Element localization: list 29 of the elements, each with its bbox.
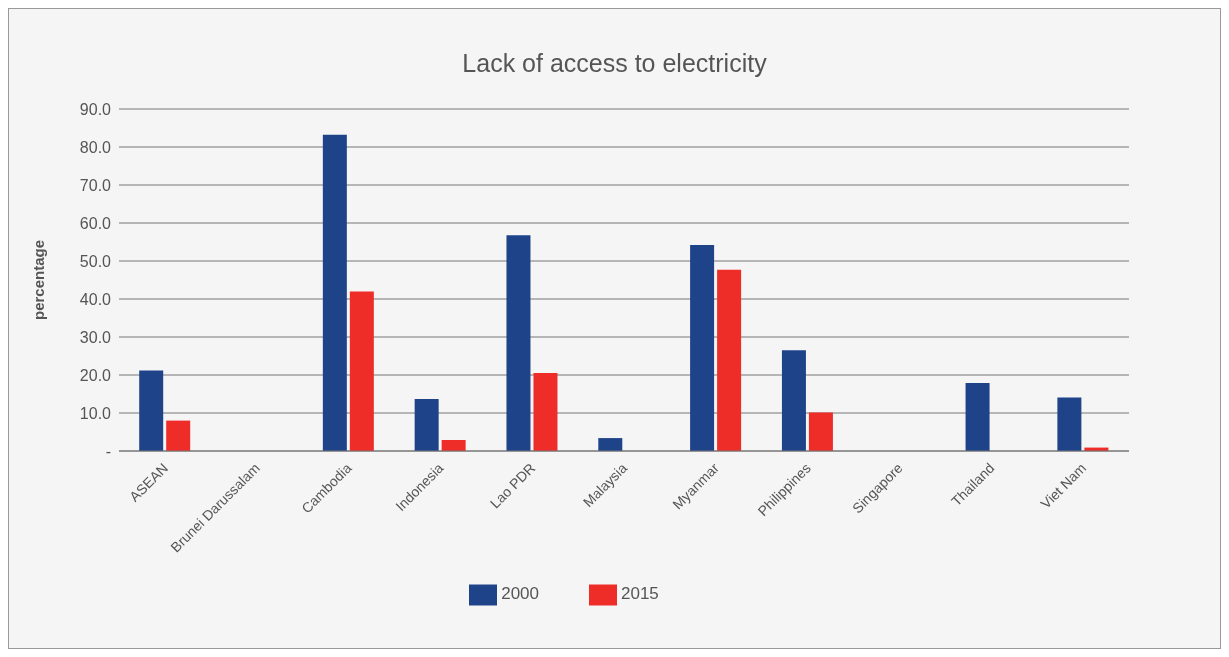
bar (322, 134, 347, 451)
bar (781, 350, 806, 451)
y-tick-label: 70.0 (79, 176, 112, 194)
bar (717, 269, 742, 451)
bar (414, 398, 439, 451)
bar (965, 382, 990, 451)
y-tick-label: 40.0 (79, 290, 112, 308)
bar (1057, 397, 1082, 451)
y-axis-title: percentage (30, 239, 48, 321)
y-tick-label: 10.0 (79, 404, 112, 422)
bar (441, 439, 466, 451)
bar (690, 245, 715, 451)
legend-label: 2000 (501, 584, 539, 604)
y-tick-label: 30.0 (79, 328, 112, 346)
legend-label: 2015 (621, 584, 659, 604)
y-tick-label: 60.0 (79, 214, 112, 232)
y-tick-label: 80.0 (79, 138, 112, 156)
y-tick-label: - (105, 442, 111, 460)
bar (139, 370, 164, 451)
y-tick-label: 20.0 (79, 366, 112, 384)
bar (166, 420, 191, 451)
y-tick-label: 50.0 (79, 252, 112, 270)
bar (506, 235, 531, 451)
bar (533, 373, 558, 451)
y-tick-label: 90.0 (79, 100, 112, 118)
bar (349, 291, 374, 451)
bar (598, 438, 623, 451)
chart-title: Lack of access to electricity (461, 49, 768, 78)
bar (808, 412, 833, 451)
